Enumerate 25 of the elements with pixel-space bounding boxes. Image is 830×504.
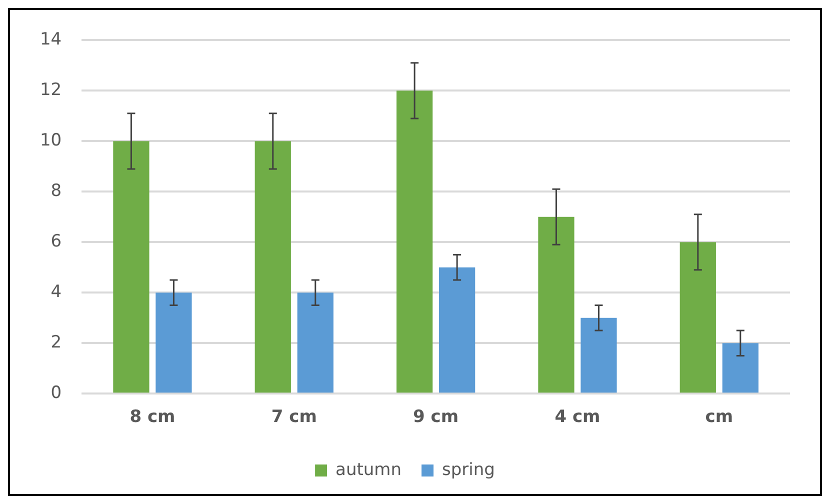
x-tick-label: 9 cm: [413, 407, 459, 428]
bar: [113, 141, 150, 393]
bar: [439, 267, 476, 393]
y-tick-label: 0: [50, 383, 62, 404]
y-tick-label: 2: [50, 332, 62, 353]
legend-label: autumn: [336, 460, 402, 480]
bar: [722, 343, 758, 393]
y-tick-label: 8: [50, 181, 62, 202]
legend-label: spring: [442, 460, 495, 480]
bar: [396, 90, 433, 393]
y-tick-label: 4: [50, 282, 62, 302]
y-tick-label: 14: [40, 30, 62, 50]
bar: [538, 216, 574, 393]
y-tick-label: 12: [40, 80, 62, 100]
bar: [254, 141, 291, 393]
x-tick-label: cm: [705, 407, 734, 428]
bar: [156, 292, 192, 393]
x-tick-label: 8 cm: [130, 407, 176, 428]
y-tick-label: 10: [40, 130, 62, 151]
x-tick-label: 4 cm: [554, 407, 600, 428]
bar: [297, 292, 334, 393]
y-tick-label: 6: [50, 232, 62, 252]
bar: [680, 242, 716, 393]
x-tick-label: 7 cm: [271, 407, 317, 428]
bar: [580, 318, 617, 393]
